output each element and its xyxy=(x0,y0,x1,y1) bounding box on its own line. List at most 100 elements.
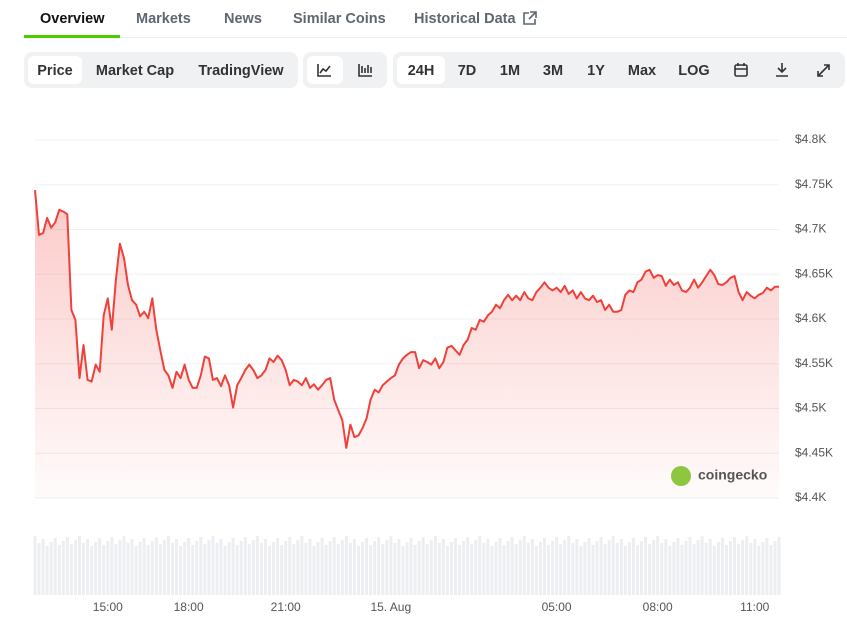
volume-bar xyxy=(94,542,98,595)
volume-bar xyxy=(175,539,179,595)
volume-bar xyxy=(126,543,130,595)
y-tick-label: $4.4K xyxy=(795,490,826,504)
tab[interactable]: News xyxy=(224,11,262,27)
button[interactable]: 1M xyxy=(500,63,520,79)
volume-bar xyxy=(114,544,118,595)
volume-bar xyxy=(352,539,356,595)
volume-bar xyxy=(737,544,741,595)
volume-bar xyxy=(716,542,720,595)
volume-bar xyxy=(356,546,360,595)
volume-bar xyxy=(619,539,623,595)
volume-bar xyxy=(263,539,267,595)
volume-bar xyxy=(741,540,745,595)
button[interactable]: LOG xyxy=(678,63,709,79)
volume-bar xyxy=(381,544,385,595)
volume-bar xyxy=(538,542,542,595)
volume-bar xyxy=(765,538,769,595)
volume-bar xyxy=(676,538,680,595)
volume-bar xyxy=(526,543,530,595)
volume-bar xyxy=(405,542,409,595)
volume-bar xyxy=(219,539,223,595)
volume-bar xyxy=(235,545,239,595)
volume-bar xyxy=(474,540,478,595)
price-line xyxy=(34,190,779,449)
volume-bar xyxy=(336,544,340,595)
volume-bar xyxy=(547,545,551,595)
tab[interactable]: Similar Coins xyxy=(293,11,386,27)
fullscreen-icon[interactable] xyxy=(817,64,830,77)
external-link-icon xyxy=(523,11,537,25)
active-tab-indicator xyxy=(24,35,120,38)
volume-bar xyxy=(259,543,263,595)
button[interactable]: Max xyxy=(628,63,656,79)
tab[interactable]: Historical Data xyxy=(414,11,516,27)
volume-bar xyxy=(696,540,700,595)
x-tick-label: 15:00 xyxy=(93,600,123,614)
volume-bar xyxy=(615,543,619,595)
volume-bar xyxy=(369,545,373,595)
volume-bar xyxy=(583,542,587,595)
volume-bar xyxy=(761,542,765,595)
volume-bar xyxy=(227,542,231,595)
button[interactable]: 7D xyxy=(458,63,477,79)
volume-bar xyxy=(154,537,158,595)
tab[interactable]: Markets xyxy=(136,11,191,27)
volume-bar xyxy=(207,540,211,595)
volume-bar xyxy=(664,539,668,595)
volume-bar xyxy=(522,536,526,595)
volume-bar xyxy=(478,536,482,595)
volume-bar xyxy=(757,546,761,595)
volume-bar xyxy=(627,542,631,595)
volume-bar xyxy=(300,536,304,595)
x-tick-label: 21:00 xyxy=(271,600,301,614)
volume-bar xyxy=(672,542,676,595)
volume-bar xyxy=(150,541,154,595)
button[interactable]: 24H xyxy=(408,63,435,79)
volume-bar xyxy=(223,546,227,595)
volume-bar xyxy=(660,543,664,595)
volume-bar xyxy=(312,546,316,595)
volume-bar xyxy=(591,545,595,595)
calendar-icon[interactable] xyxy=(734,63,748,77)
button[interactable]: 1Y xyxy=(587,63,605,79)
y-tick-label: $4.5K xyxy=(795,401,826,415)
volume-bar xyxy=(575,539,579,595)
volume-bar xyxy=(567,536,571,595)
volume-bar xyxy=(530,539,534,595)
button[interactable]: Market Cap xyxy=(96,63,174,79)
volume-bar xyxy=(170,543,174,595)
volume-bar xyxy=(231,538,235,595)
volume-bar xyxy=(130,539,134,595)
volume-bar xyxy=(199,537,203,595)
volume-bar xyxy=(490,546,494,595)
volume-bar xyxy=(393,543,397,595)
volume-bar xyxy=(57,545,61,595)
button[interactable]: TradingView xyxy=(198,63,284,79)
button-group xyxy=(24,52,298,88)
volume-bar xyxy=(373,541,377,595)
volume-bar xyxy=(361,542,365,595)
volume-bar xyxy=(684,541,688,595)
button-group xyxy=(393,52,845,88)
volume-bar xyxy=(656,536,660,595)
volume-bar xyxy=(45,546,49,595)
volume-bar xyxy=(187,538,191,595)
volume-bar xyxy=(635,545,639,595)
volume-bar xyxy=(445,546,449,595)
volume-bar xyxy=(251,540,255,595)
volume-bar xyxy=(454,538,458,595)
download-icon[interactable] xyxy=(776,63,788,77)
volume-bar xyxy=(324,545,328,595)
x-tick-label: 05:00 xyxy=(542,600,572,614)
volume-bar xyxy=(409,538,413,595)
tab[interactable]: Overview xyxy=(40,11,105,27)
volume-bar xyxy=(203,544,207,595)
volume-bar xyxy=(247,544,251,595)
volume-bar xyxy=(724,545,728,595)
button[interactable]: 3M xyxy=(543,63,563,79)
candle-icon[interactable] xyxy=(358,64,372,77)
volume-bar xyxy=(389,536,393,595)
button[interactable]: Price xyxy=(37,63,72,79)
volume-bar xyxy=(284,541,288,595)
volume-bar xyxy=(320,538,324,595)
